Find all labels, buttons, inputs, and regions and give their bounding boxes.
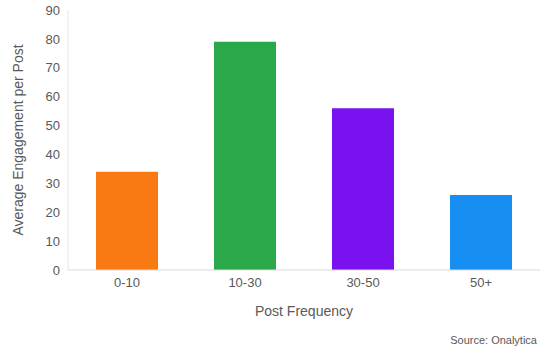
- svg-text:80: 80: [46, 32, 60, 47]
- svg-text:Average Engagement per Post: Average Engagement per Post: [10, 44, 26, 235]
- svg-text:30-50: 30-50: [346, 275, 379, 290]
- svg-text:0: 0: [53, 263, 60, 278]
- svg-text:0-10: 0-10: [114, 275, 140, 290]
- svg-text:40: 40: [46, 147, 60, 162]
- svg-text:Post Frequency: Post Frequency: [255, 303, 353, 319]
- svg-text:20: 20: [46, 205, 60, 220]
- svg-text:50+: 50+: [470, 275, 492, 290]
- svg-text:10: 10: [46, 234, 60, 249]
- svg-text:70: 70: [46, 60, 60, 75]
- svg-text:30: 30: [46, 176, 60, 191]
- svg-text:10-30: 10-30: [228, 275, 261, 290]
- html-text:Source: Onalytica: Source: Onalytica: [450, 334, 537, 346]
- svg-text:90: 90: [46, 3, 60, 18]
- svg-text:60: 60: [46, 89, 60, 104]
- svg-text:50: 50: [46, 118, 60, 133]
